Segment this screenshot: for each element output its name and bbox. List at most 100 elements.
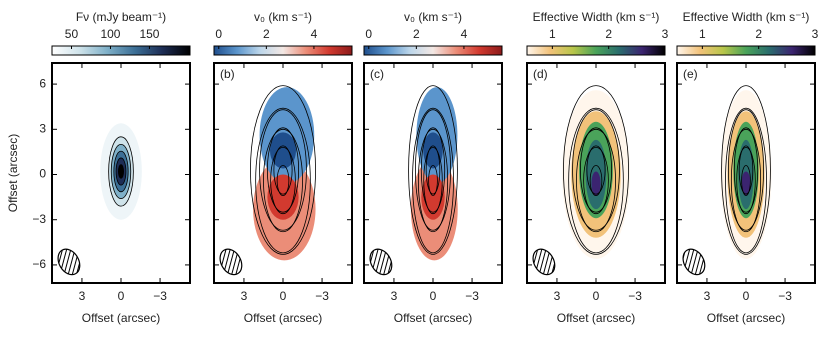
contour	[741, 165, 751, 197]
contour	[583, 146, 609, 215]
map	[408, 85, 458, 261]
contour	[408, 85, 458, 255]
contour	[738, 145, 754, 195]
emission	[269, 132, 297, 169]
panel-label: (c)	[370, 67, 384, 81]
contour	[579, 127, 613, 213]
colorbar-tick-label: 3	[812, 27, 819, 41]
contour	[255, 107, 311, 254]
x-tick-label: 3	[391, 289, 398, 303]
panel-label: (d)	[533, 67, 548, 81]
x-axis-label: Offset (arcsec)	[394, 311, 472, 325]
contour	[568, 107, 624, 254]
y-tick-label: 6	[39, 76, 46, 90]
contour	[417, 128, 449, 233]
colorbar-label: Fν (mJy beam⁻¹)	[76, 10, 166, 24]
colorbar-tick-label: 0	[215, 27, 222, 41]
contour	[259, 109, 307, 231]
panel-label: (b)	[220, 67, 235, 81]
colorbar-label: v₀ (km s⁻¹)	[254, 10, 312, 24]
x-axis-label: Offset (arcsec)	[244, 311, 322, 325]
panel-label: (e)	[683, 67, 698, 81]
contour	[572, 109, 620, 231]
contour	[276, 165, 290, 197]
emission	[591, 171, 601, 196]
x-tick-label: 3	[241, 289, 248, 303]
colorbar-tick-label: 2	[263, 27, 270, 41]
emission	[267, 174, 299, 220]
colorbar-label: v₀ (km s⁻¹)	[404, 10, 462, 24]
contour	[725, 107, 767, 254]
contour	[423, 146, 443, 215]
colorbar-tick-label: 4	[311, 27, 318, 41]
beam	[532, 248, 556, 276]
colorbar-label: Effective Width (km s⁻¹)	[533, 10, 660, 24]
map	[250, 85, 316, 261]
contour	[425, 145, 441, 195]
x-tick-label: 0	[118, 289, 125, 303]
x-tick-label: 0	[593, 289, 600, 303]
colorbar-label: Effective Width (km s⁻¹)	[683, 10, 810, 24]
contour	[589, 165, 603, 197]
map	[100, 123, 142, 220]
x-tick-label: −3	[778, 289, 792, 303]
x-tick-label: 0	[280, 289, 287, 303]
colorbar-tick-label: 1	[549, 27, 556, 41]
x-tick-label: −3	[315, 289, 329, 303]
contour	[730, 128, 762, 233]
colorbar-tick-label: 4	[461, 27, 468, 41]
colorbar	[213, 45, 353, 56]
contour	[263, 128, 303, 233]
beam	[57, 248, 81, 276]
contour	[250, 85, 316, 255]
colorbar-tick-label: 100	[100, 27, 120, 41]
colorbar-tick-label: 150	[139, 27, 159, 41]
x-tick-label: 3	[704, 289, 711, 303]
map	[562, 85, 630, 259]
x-tick-label: −3	[153, 289, 167, 303]
y-tick-label: 3	[39, 121, 46, 135]
colorbar	[363, 45, 503, 56]
x-tick-label: 3	[79, 289, 86, 303]
colorbar	[676, 45, 816, 56]
x-tick-label: −3	[465, 289, 479, 303]
contour	[563, 85, 629, 255]
contour	[733, 127, 759, 213]
colorbar-tick-label: 2	[605, 27, 612, 41]
colorbar	[526, 45, 666, 56]
colorbar-tick-label: 3	[662, 27, 669, 41]
contour	[576, 128, 616, 233]
contour	[270, 146, 296, 215]
x-tick-label: −3	[628, 289, 642, 303]
y-axis-label: Offset (arcsec)	[6, 134, 20, 212]
colorbar-tick-label: 2	[413, 27, 420, 41]
y-tick-label: 0	[39, 167, 46, 181]
contour	[428, 165, 438, 197]
emission	[741, 171, 751, 196]
colorbar-tick-label: 0	[365, 27, 372, 41]
contour	[586, 145, 606, 195]
x-axis-label: Offset (arcsec)	[557, 311, 635, 325]
beam	[682, 248, 706, 276]
y-tick-label: −3	[32, 212, 46, 226]
colorbar-tick-label: 50	[65, 27, 79, 41]
x-tick-label: 3	[554, 289, 561, 303]
contour	[728, 109, 764, 231]
colorbar-tick-label: 2	[755, 27, 762, 41]
x-tick-label: 0	[743, 289, 750, 303]
contour	[721, 85, 771, 255]
x-axis-label: Offset (arcsec)	[82, 311, 160, 325]
contour	[117, 164, 125, 179]
emission	[421, 174, 445, 220]
contour	[412, 107, 454, 254]
x-axis-label: Offset (arcsec)	[707, 311, 785, 325]
colorbar	[51, 45, 191, 56]
x-tick-label: 0	[430, 289, 437, 303]
map	[720, 85, 772, 259]
colorbar-tick-label: 1	[699, 27, 706, 41]
contour	[266, 127, 300, 213]
contour	[415, 109, 451, 231]
contour	[273, 145, 293, 195]
contour	[420, 127, 446, 213]
